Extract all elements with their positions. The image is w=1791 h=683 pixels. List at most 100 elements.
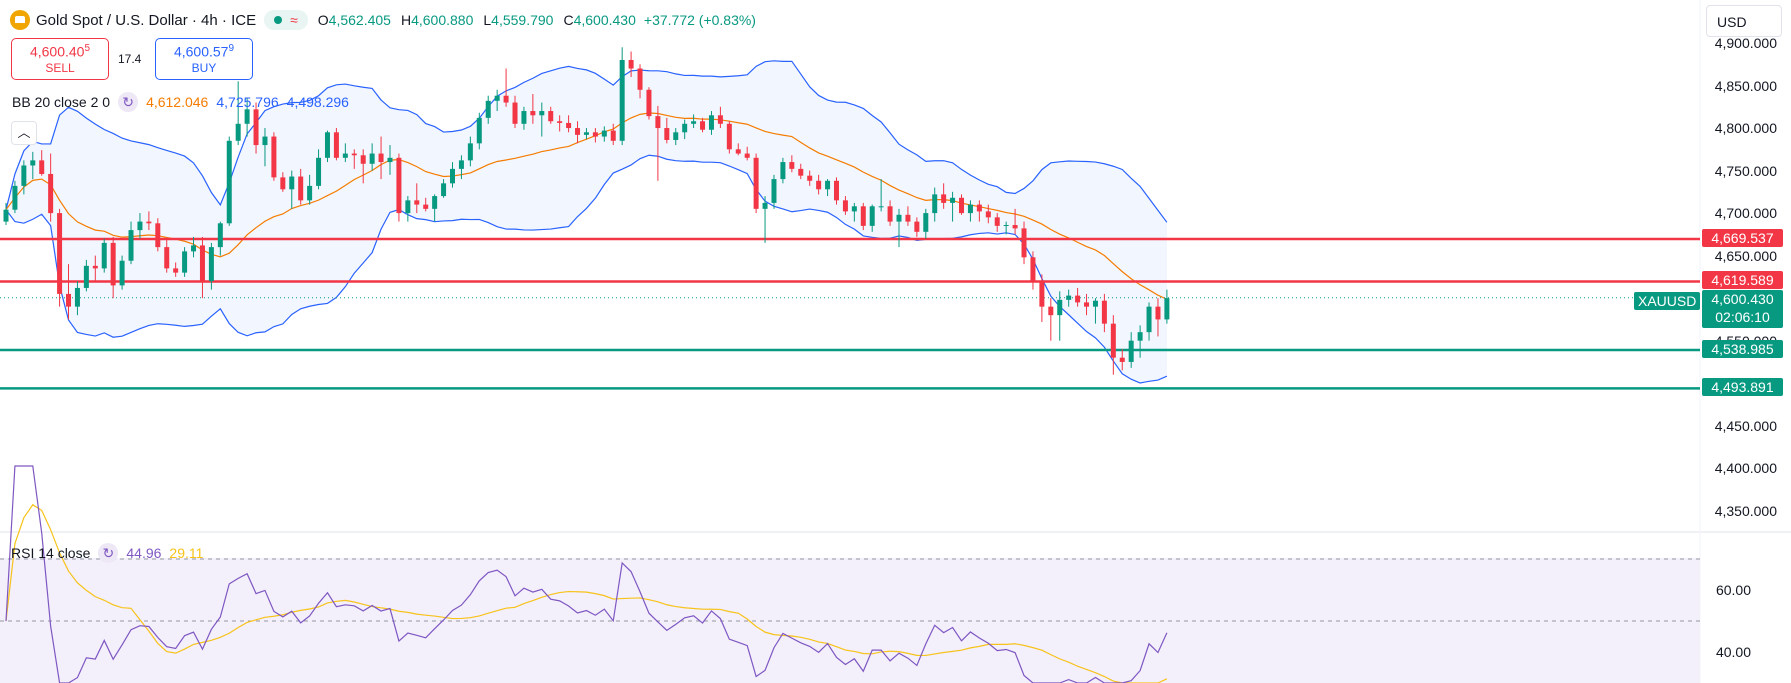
candle-body: [503, 95, 509, 103]
candle-body: [253, 109, 259, 146]
price-change: +37.772 (+0.83%): [643, 12, 756, 28]
collapse-legend-button[interactable]: ︿: [11, 121, 37, 145]
candle: [12, 180, 18, 214]
refresh-cycle-icon[interactable]: ↻: [98, 543, 119, 563]
current-price-value: 4,600.430: [1711, 291, 1774, 307]
candle: [396, 153, 402, 222]
candle-body: [191, 245, 197, 252]
candle-body: [307, 185, 313, 201]
candle: [146, 211, 152, 231]
market-status-pill[interactable]: ≈: [264, 10, 308, 30]
candle-body: [628, 60, 634, 69]
candle-body: [146, 221, 152, 224]
buy-button[interactable]: 4,600.579 BUY: [155, 38, 253, 80]
candle: [83, 259, 89, 292]
rsi-axis-label: 40.00: [1715, 644, 1751, 660]
price-axis-label: 4,400.000: [1714, 460, 1777, 477]
currency-value: USD: [1717, 14, 1747, 30]
candle: [1012, 208, 1018, 235]
refresh-cycle-icon[interactable]: ↻: [118, 92, 139, 112]
candle: [959, 194, 965, 215]
candle-body: [967, 204, 973, 214]
candle: [128, 221, 134, 265]
bb-indicator-name[interactable]: BB 20 close 2 0: [12, 94, 111, 110]
candle: [1021, 221, 1027, 265]
candle-body: [21, 165, 27, 186]
price-axis-label: 4,850.000: [1714, 77, 1777, 94]
candle: [1164, 289, 1170, 324]
candle: [280, 172, 286, 192]
candle: [628, 51, 634, 78]
rsi-legend[interactable]: RSI 14 close ↻ 44.96 29.11: [11, 543, 203, 563]
high-label: H: [400, 12, 412, 28]
candle: [1092, 298, 1098, 324]
candle-body: [717, 115, 723, 124]
candle: [708, 111, 714, 135]
candle-body: [1101, 300, 1107, 324]
candle-body: [119, 260, 125, 286]
bar-countdown: 02:06:10: [1715, 309, 1770, 325]
candle-body: [182, 251, 188, 273]
candle: [655, 105, 661, 181]
candle: [950, 191, 956, 222]
horizontal-lines[interactable]: [0, 237, 1700, 390]
candle: [726, 121, 732, 154]
candle: [262, 128, 268, 167]
candle-body: [360, 155, 366, 164]
candle: [664, 117, 670, 144]
candle-body: [592, 132, 598, 137]
candle: [1039, 274, 1045, 322]
candle-body: [905, 214, 911, 222]
close-label: C: [563, 12, 574, 28]
currency-selector[interactable]: USD: [1706, 5, 1782, 37]
candle-body: [1092, 300, 1098, 307]
candle: [816, 174, 822, 195]
candle: [432, 194, 438, 222]
candle: [762, 196, 768, 243]
candle: [1057, 291, 1063, 341]
candle: [1075, 287, 1081, 307]
low-label: L: [483, 12, 492, 28]
candle-body: [1119, 357, 1125, 362]
candle-body: [682, 123, 688, 133]
candlestick-series[interactable]: [3, 47, 1170, 375]
candle: [333, 128, 339, 161]
rsi-indicator-name[interactable]: RSI 14 close: [11, 545, 91, 561]
candle: [1003, 221, 1009, 235]
rsi-value: 44.96: [126, 545, 162, 561]
candle-body: [378, 153, 384, 163]
rsi-line: [5, 465, 1168, 683]
candle-body: [762, 202, 768, 209]
candle-body: [976, 204, 982, 212]
candle: [735, 143, 741, 156]
candle-body: [1048, 306, 1054, 316]
candle: [789, 155, 795, 173]
price-axis-label: 4,350.000: [1714, 502, 1777, 519]
gold-coin-icon: [10, 10, 30, 30]
candle: [1119, 349, 1125, 371]
candle-body: [12, 185, 18, 210]
candle: [39, 150, 45, 176]
candle-body: [298, 176, 304, 201]
candle-body: [199, 245, 205, 282]
candle-body: [1030, 257, 1036, 282]
candle: [976, 200, 982, 222]
candle-body: [583, 132, 589, 135]
candle-body: [816, 180, 822, 190]
symbol-title[interactable]: Gold Spot / U.S. Dollar · 4h · ICE: [36, 11, 257, 29]
candle-body: [673, 132, 679, 140]
candle-body: [244, 109, 250, 124]
candle-body: [557, 121, 563, 123]
candle: [512, 95, 518, 129]
bollinger-legend[interactable]: BB 20 close 2 0 ↻ 4,612.046 4,725.796 4,…: [12, 92, 349, 112]
candle-body: [860, 206, 866, 226]
candle-body: [932, 194, 938, 214]
candle: [101, 238, 107, 273]
sell-price-pip: 5: [84, 43, 91, 54]
candle-body: [441, 183, 447, 197]
candle-body: [235, 123, 241, 141]
open-label: O: [317, 12, 329, 28]
sell-button[interactable]: 4,600.405 SELL: [11, 38, 109, 80]
candle-body: [896, 214, 902, 222]
